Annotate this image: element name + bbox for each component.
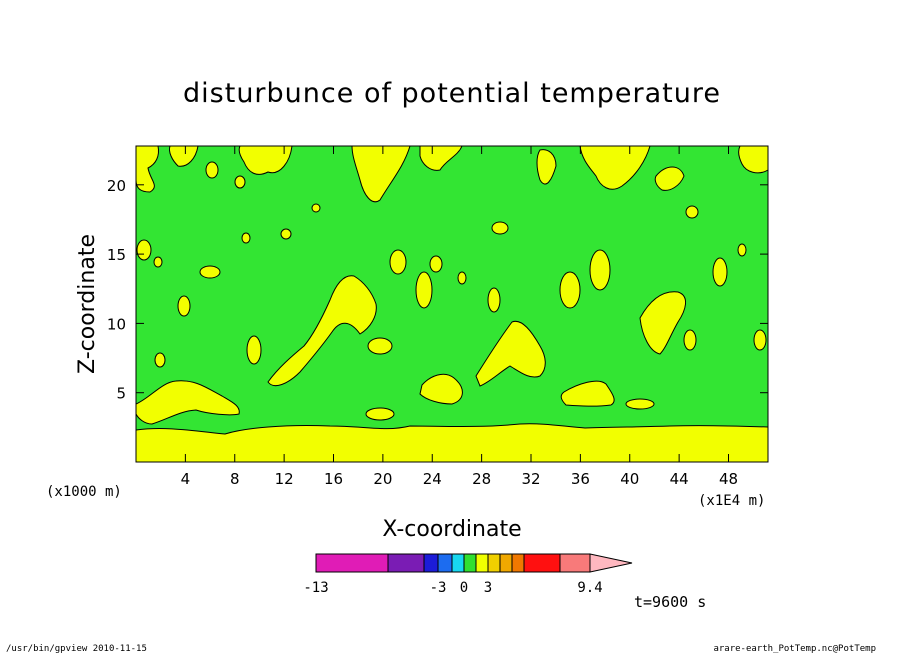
x-tick-label: 36 <box>571 470 590 488</box>
y-tick-label: 10 <box>107 315 126 333</box>
positive-region <box>238 145 293 175</box>
x-tick-label: 8 <box>230 470 240 488</box>
colorbar-cell <box>499 553 513 573</box>
colorbar-cell <box>559 553 591 573</box>
x-tick-label: 16 <box>324 470 343 488</box>
colorbar-cell <box>437 553 453 573</box>
x-tick-label: 20 <box>373 470 392 488</box>
colorbar-cell <box>451 553 465 573</box>
colorbar-tick-label: 0 <box>460 580 468 596</box>
colorbar: -13 -3 0 3 9.4 <box>303 553 633 596</box>
colorbar-cell <box>511 553 525 573</box>
x-tick-label: 12 <box>275 470 294 488</box>
colorbar-cell <box>315 553 389 573</box>
colorbar-cell <box>387 553 425 573</box>
x-axis-ticks: 4 8 12 16 20 24 28 32 36 40 44 48 <box>181 146 738 488</box>
positive-region <box>738 145 769 174</box>
colorbar-tick-label: 3 <box>484 580 492 596</box>
positive-region <box>475 320 546 387</box>
y-axis-ticks: 5 10 15 20 <box>107 177 768 403</box>
positive-region <box>536 149 557 185</box>
positive-region <box>351 145 411 203</box>
x-tick-label: 32 <box>521 470 540 488</box>
y-tick-label: 5 <box>116 385 126 403</box>
colorbar-tick-label: -13 <box>303 580 328 596</box>
small-positive-regions <box>136 161 767 421</box>
footer-right: arare-earth_PotTemp.nc@PotTemp <box>713 644 876 654</box>
colorbar-extension-arrow <box>589 553 633 573</box>
positive-region-bottom-band <box>135 423 769 463</box>
colorbar-cell <box>523 553 561 573</box>
positive-region <box>267 275 377 387</box>
colorbar-tick-label: 9.4 <box>577 580 602 596</box>
chart-title: disturbunce of potential temperature <box>183 78 721 109</box>
time-label: t=9600 s <box>634 593 706 611</box>
positive-region <box>169 145 199 167</box>
colorbar-cell <box>487 553 501 573</box>
positive-region <box>419 373 463 405</box>
colorbar-cell <box>463 553 477 573</box>
positive-region <box>639 291 686 355</box>
colorbar-tick-label: -3 <box>430 580 447 596</box>
positive-region <box>135 145 159 193</box>
x-tick-label: 24 <box>423 470 442 488</box>
plot-frame <box>135 145 769 463</box>
x-tick-label: 48 <box>719 470 738 488</box>
x-axis-label: X-coordinate <box>382 517 521 542</box>
footer-left: /usr/bin/gpview 2010-11-15 <box>6 644 147 654</box>
x-tick-label: 28 <box>472 470 491 488</box>
y-unit-label: (x1000 m) <box>46 484 122 500</box>
x-tick-label: 4 <box>181 470 191 488</box>
x-unit-label: (x1E4 m) <box>698 493 765 509</box>
positive-region <box>419 145 463 171</box>
colorbar-cells <box>315 553 633 573</box>
positive-region <box>579 145 651 190</box>
y-axis-label: Z-coordinate <box>75 234 100 374</box>
positive-region <box>560 380 615 407</box>
y-tick-label: 20 <box>107 177 126 195</box>
positive-region <box>654 166 685 191</box>
x-tick-label: 44 <box>670 470 689 488</box>
positive-region <box>135 380 240 425</box>
colorbar-cell <box>423 553 439 573</box>
colorbar-labels: -13 -3 0 3 9.4 <box>303 580 602 596</box>
colorbar-cell <box>475 553 489 573</box>
x-tick-label: 40 <box>620 470 639 488</box>
y-tick-label: 15 <box>107 246 126 264</box>
